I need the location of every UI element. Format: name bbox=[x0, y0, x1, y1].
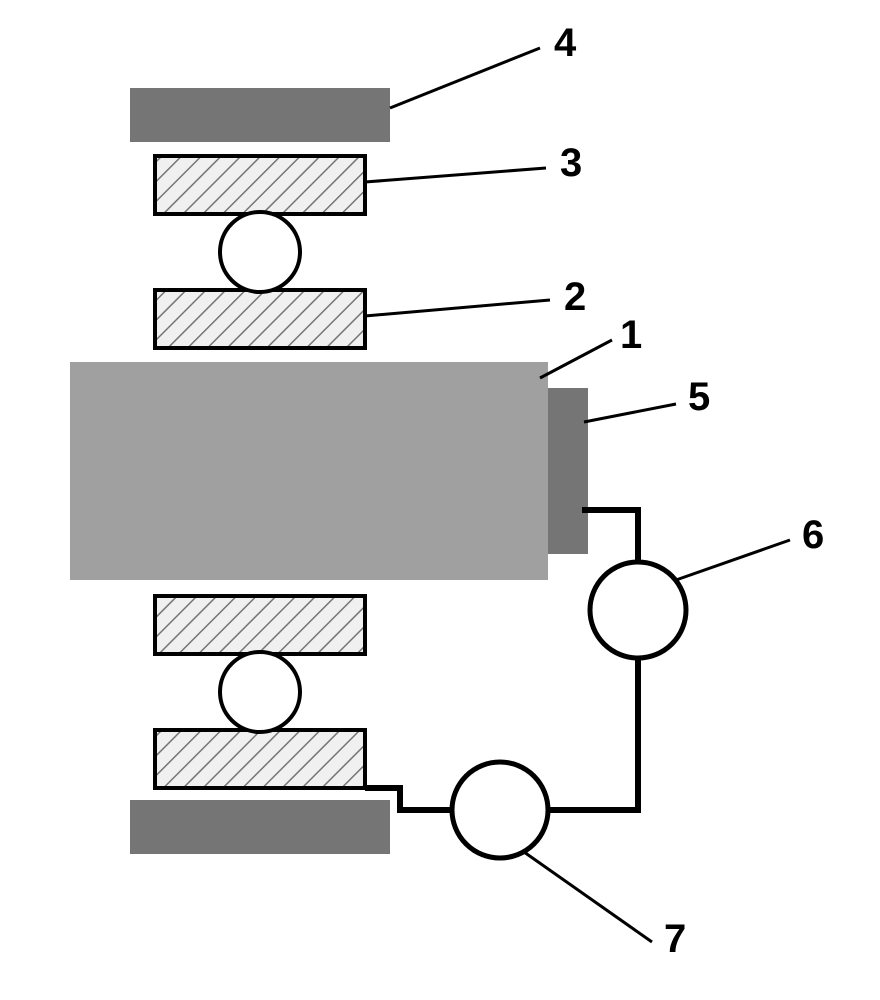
leader-3 bbox=[365, 168, 546, 182]
schematic-svg: 4 3 21 5 6 7 bbox=[0, 0, 880, 1000]
node-7 bbox=[452, 762, 548, 858]
ball-top bbox=[220, 212, 300, 292]
label-3: 3 bbox=[560, 141, 582, 185]
label-5: 5 bbox=[688, 375, 710, 419]
side-tab bbox=[548, 388, 588, 554]
leader-6 bbox=[676, 540, 790, 580]
ball-bottom bbox=[220, 652, 300, 732]
hatched-bottom-outer bbox=[155, 730, 365, 788]
label-4: 4 bbox=[554, 21, 577, 65]
label-7: 7 bbox=[664, 917, 686, 961]
hatched-bottom-inner bbox=[155, 596, 365, 654]
center-block bbox=[70, 362, 548, 580]
label-2: 2 bbox=[564, 275, 586, 319]
shapes-group bbox=[70, 88, 686, 858]
leader-5 bbox=[584, 404, 676, 422]
leader-1 bbox=[540, 340, 612, 378]
top-plate bbox=[130, 88, 390, 142]
label-6: 6 bbox=[802, 513, 824, 557]
leader-7 bbox=[524, 852, 652, 942]
bottom-plate bbox=[130, 800, 390, 854]
leader-4 bbox=[390, 48, 540, 108]
hatched-top-outer bbox=[155, 156, 365, 214]
hatched-top-inner bbox=[155, 290, 365, 348]
leader-2 bbox=[365, 300, 550, 316]
diagram-container: 4 3 21 5 6 7 bbox=[0, 0, 880, 1000]
wire-1 bbox=[548, 658, 638, 810]
label-1: 1 bbox=[620, 313, 642, 357]
node-6 bbox=[590, 562, 686, 658]
wire-0 bbox=[582, 510, 638, 562]
